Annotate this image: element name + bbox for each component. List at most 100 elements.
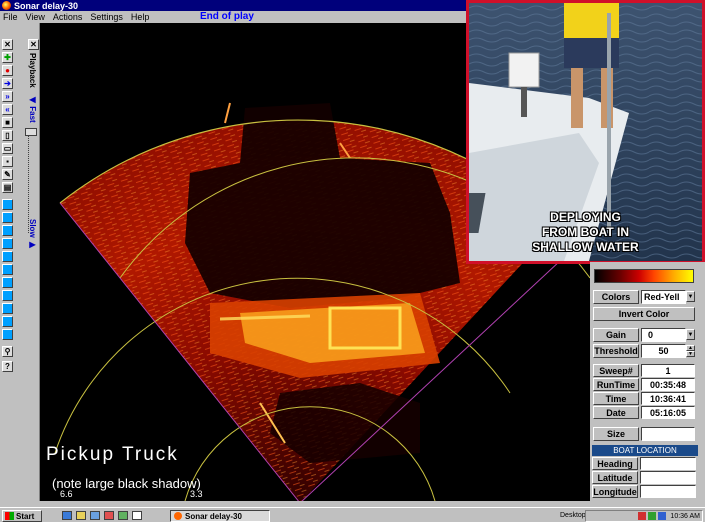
tool-button-6[interactable] [2, 264, 13, 275]
menu-file[interactable]: File [3, 12, 18, 22]
app-quicklaunch-icon[interactable] [118, 511, 128, 520]
boat-deck [469, 133, 599, 261]
heading-value [640, 457, 696, 470]
threshold-input[interactable]: 50 [641, 344, 686, 358]
colors-button[interactable]: Colors [593, 290, 639, 304]
save-icon[interactable]: ▪ [2, 156, 13, 167]
clock[interactable]: 10:36 AM [670, 512, 700, 520]
colors-select[interactable]: Red-Yell [641, 290, 686, 304]
fast-forward-icon[interactable]: » [2, 91, 13, 102]
outboard-motor [508, 52, 540, 88]
open-folder-icon[interactable]: ▭ [2, 143, 13, 154]
stop-icon[interactable]: ■ [2, 117, 13, 128]
tray-icon-3[interactable] [658, 512, 667, 520]
boat-window [469, 193, 486, 233]
sector-edge-left [59, 202, 300, 501]
time-label: Time [593, 392, 639, 405]
task-sonar-delay[interactable]: Sonar delay-30 [170, 510, 270, 522]
fast-label: ◀ Fast [28, 95, 37, 123]
truck-return-streak [224, 102, 231, 124]
runtime-value: 00:35:48 [641, 378, 695, 391]
playback-label: Playback [28, 53, 37, 88]
record-icon[interactable]: ● [2, 65, 13, 76]
tool-button-10[interactable] [2, 316, 13, 327]
start-label: Start [16, 511, 35, 521]
tool-button-3[interactable] [2, 225, 13, 236]
date-label: Date [593, 406, 639, 419]
new-file-icon[interactable]: ▯ [2, 130, 13, 141]
deployment-photo: DEPLOYING FROM BOAT IN SHALLOW WATER [466, 0, 705, 264]
truck-shadow-lower [270, 383, 420, 463]
size-button[interactable]: Size [593, 427, 639, 441]
title-bar: Sonar delay-30 [0, 0, 705, 11]
photo-caption-line-2: FROM BOAT IN [541, 225, 630, 239]
task-label: Sonar delay-30 [185, 511, 242, 521]
menu-view[interactable]: View [25, 12, 45, 22]
truck-return-edge [219, 314, 311, 321]
time-value: 10:36:41 [641, 392, 695, 405]
photo-caption-line-1: DEPLOYING [550, 210, 621, 224]
tray-icon-1[interactable] [638, 512, 647, 520]
tool-button-7[interactable] [2, 277, 13, 288]
latitude-label: Latitude [592, 471, 638, 484]
range-ring-inner [184, 406, 436, 501]
photo-caption-line-3: SHALLOW WATER [532, 240, 639, 254]
sonar-display[interactable]: 6.6 3.3 [40, 23, 590, 501]
speed-track[interactable] [28, 133, 36, 233]
tool-button-1[interactable] [2, 199, 13, 210]
gain-dropdown-icon[interactable]: ▼ [686, 329, 695, 340]
range-ring-small [54, 277, 511, 454]
tool-button-4[interactable] [2, 238, 13, 249]
play-state: End of play [200, 11, 254, 22]
tool-button-5[interactable] [2, 251, 13, 262]
window-title: Sonar delay-30 [14, 0, 79, 11]
zoom-icon[interactable]: ⚲ [2, 346, 13, 357]
range-label-inner: 3.3 [190, 489, 203, 499]
tray-icon-2[interactable] [648, 512, 657, 520]
threshold-down-icon[interactable]: ▼ [686, 351, 695, 357]
truck-return-streak-2 [339, 142, 351, 159]
color-scale-bar [594, 269, 694, 283]
tool-button-9[interactable] [2, 303, 13, 314]
close-playback-icon[interactable]: ✕ [28, 39, 39, 50]
sweep-label: Sweep# [593, 364, 639, 377]
tool-button-8[interactable] [2, 290, 13, 301]
mail-quicklaunch-icon[interactable] [90, 511, 100, 520]
person-leg-left [571, 68, 583, 128]
invert-color-button[interactable]: Invert Color [593, 307, 695, 321]
sonar-task-icon [174, 512, 182, 520]
control-panel: Colors Red-Yell ▼ Invert Color Gain 0 ▼ … [590, 262, 705, 501]
windows-logo-icon [5, 512, 14, 520]
start-button[interactable]: Start [2, 510, 42, 522]
help-icon[interactable]: ? [2, 361, 13, 372]
truck-return-streak-3 [259, 402, 286, 444]
menu-actions[interactable]: Actions [52, 12, 83, 22]
latitude-value [640, 471, 696, 484]
close-file-icon[interactable]: ✕ [2, 39, 13, 50]
slow-label: Slow ▶ [28, 219, 37, 249]
desktop-toolbar-label[interactable]: Desktop [560, 512, 586, 519]
step-forward-icon[interactable]: ➔ [2, 78, 13, 89]
colors-dropdown-icon[interactable]: ▼ [686, 291, 695, 302]
gain-label: Gain [593, 328, 639, 342]
menu-settings[interactable]: Settings [90, 12, 123, 22]
taskbar: Start Sonar delay-30 Desktop 10:36 AM [0, 507, 705, 522]
menu-help[interactable]: Help [130, 12, 150, 22]
desktop-quicklaunch-icon[interactable] [132, 511, 142, 520]
rewind-icon[interactable]: « [2, 104, 13, 115]
print-icon[interactable]: ▤ [2, 182, 13, 193]
browser-quicklaunch-icon[interactable] [62, 511, 72, 520]
tool-button-2[interactable] [2, 212, 13, 223]
heading-label: Heading [592, 457, 638, 470]
speed-slider-handle[interactable] [25, 128, 37, 136]
threshold-up-icon[interactable]: ▲ [686, 345, 695, 351]
sweep-value: 1 [641, 364, 695, 377]
edit-icon[interactable]: ✎ [2, 169, 13, 180]
media-quicklaunch-icon[interactable] [104, 511, 114, 520]
gain-select[interactable]: 0 [641, 328, 686, 342]
target-title: Pickup Truck [46, 444, 179, 465]
play-icon[interactable]: ✚ [2, 52, 13, 63]
photo-caption: DEPLOYING FROM BOAT IN SHALLOW WATER [469, 210, 702, 255]
tool-button-11[interactable] [2, 329, 13, 340]
folder-quicklaunch-icon[interactable] [76, 511, 86, 520]
